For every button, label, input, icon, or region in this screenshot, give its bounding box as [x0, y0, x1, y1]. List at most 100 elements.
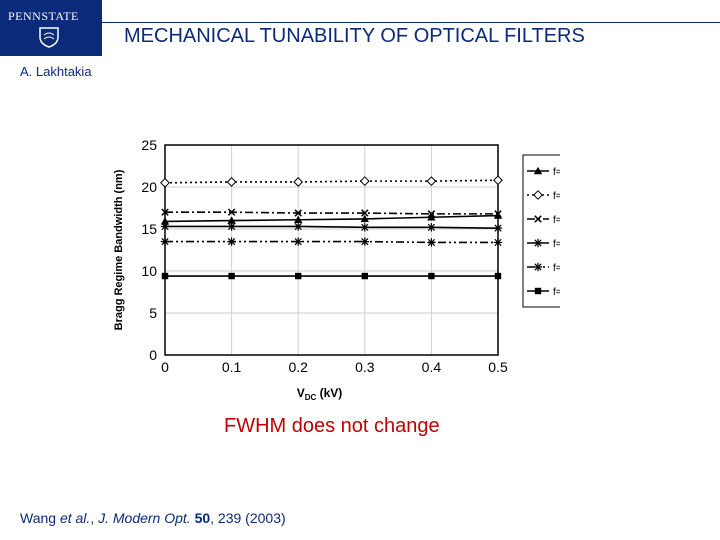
legend-label: f=0.80	[553, 287, 560, 298]
x-axis-label-unit: (kV)	[316, 386, 342, 400]
legend-label: f=0.60	[553, 215, 560, 226]
series-line	[165, 225, 499, 229]
series-line	[164, 179, 499, 184]
logo-text: PENNSTATE	[8, 9, 79, 23]
data-point	[426, 176, 437, 187]
data-point	[294, 209, 302, 217]
data-point	[533, 166, 543, 175]
data-point	[227, 208, 236, 216]
data-point	[361, 272, 368, 280]
data-point	[228, 272, 235, 280]
data-point	[534, 215, 542, 223]
y-axis-label: Bragg Regime Bandwidth (nm)	[113, 169, 125, 330]
bandwidth-chart: 0 5 10 15 20 25 0 0.1 0.2 0.3 0.4 0.5 Bragg Regime…	[113, 137, 560, 402]
data-point	[533, 262, 543, 272]
author-name: A. Lakhtakia	[20, 64, 92, 79]
series-f=0.80	[161, 272, 502, 280]
series-line	[164, 214, 499, 223]
data-point	[427, 213, 436, 221]
y-tick-labels: 0 5 10 15 20 25	[141, 137, 157, 363]
citation-etal: et al.	[59, 510, 91, 526]
series-f=0.65	[160, 222, 503, 233]
data-point	[533, 190, 543, 200]
data-point	[160, 222, 170, 231]
x-axis-label: VDC (kV)	[297, 386, 343, 402]
series-f=0.40	[160, 175, 503, 188]
data-point	[493, 175, 503, 186]
citation-separator: ,	[90, 510, 99, 526]
y-tick-label: 20	[141, 179, 157, 195]
data-point	[494, 210, 502, 218]
slide-title: MECHANICAL TUNABILITY OF OPTICAL FILTERS	[124, 25, 585, 47]
data-point	[160, 217, 170, 225]
data-point	[160, 237, 170, 246]
plot-frame	[164, 144, 499, 356]
chart-grid	[164, 144, 499, 356]
data-point	[294, 222, 303, 231]
data-point	[493, 238, 503, 247]
legend-label: f=0.40	[553, 191, 560, 202]
data-point	[428, 272, 435, 280]
x-axis-label-sub: DC	[305, 393, 317, 402]
data-point	[427, 210, 436, 218]
data-point	[534, 287, 542, 295]
series-f=0.20	[160, 211, 503, 225]
data-point	[227, 222, 236, 231]
legend-item	[527, 215, 549, 223]
data-point	[361, 209, 369, 217]
data-point	[226, 177, 237, 187]
citation-volume: 50	[194, 510, 211, 526]
data-point	[360, 237, 369, 246]
shield-icon	[39, 27, 59, 48]
data-point	[293, 177, 304, 187]
header-rule	[102, 22, 720, 23]
data-point	[227, 216, 236, 224]
data-point	[360, 214, 369, 223]
legend-label: f=0.20	[553, 167, 560, 178]
citation-journal: J. Modern Opt.	[98, 510, 191, 526]
data-point	[359, 176, 370, 187]
data-point	[161, 208, 169, 216]
series-f=0.60	[161, 208, 502, 218]
x-tick-label: 0.1	[222, 359, 242, 375]
data-point	[494, 272, 502, 280]
x-tick-label: 0.2	[288, 359, 308, 375]
data-point	[493, 223, 503, 233]
x-tick-label: 0	[161, 359, 169, 375]
legend-frame	[522, 154, 560, 308]
y-tick-label: 15	[141, 221, 157, 237]
series-layer	[160, 175, 503, 280]
data-point	[533, 238, 543, 248]
caption: FWHM does not change	[224, 415, 440, 437]
pennstate-logo: PENNSTATE	[0, 0, 102, 56]
legend-item	[527, 190, 549, 200]
x-tick-label: 0.4	[422, 359, 442, 375]
series-line	[165, 240, 498, 244]
legend-item	[527, 262, 549, 272]
legend: f=0.20 f=0.40 f=0.60 f=0.65 f=0.70 f=0.80	[527, 166, 560, 298]
x-tick-label: 0.3	[355, 359, 375, 375]
legend-item	[527, 238, 549, 248]
y-tick-label: 5	[149, 305, 157, 321]
series-f=0.70	[160, 237, 503, 247]
x-axis-label-main: V	[297, 386, 305, 400]
y-tick-label: 0	[149, 347, 157, 363]
legend-item	[527, 166, 549, 175]
data-point	[294, 237, 303, 246]
citation-rest: , 239 (2003)	[210, 510, 286, 526]
y-tick-label: 25	[141, 137, 157, 153]
data-point	[227, 237, 236, 246]
data-point	[427, 223, 436, 232]
data-point	[360, 223, 369, 232]
citation-authors: Wang	[20, 510, 60, 526]
data-point	[160, 177, 170, 188]
data-point	[427, 238, 436, 247]
series-line	[165, 211, 498, 215]
legend-label: f=0.70	[553, 263, 560, 274]
legend-item	[527, 287, 549, 295]
y-tick-label: 10	[141, 263, 157, 279]
data-point	[295, 272, 302, 280]
legend-label: f=0.65	[553, 239, 560, 250]
x-tick-labels: 0 0.1 0.2 0.3 0.4 0.5	[161, 359, 508, 375]
x-tick-label: 0.5	[488, 359, 508, 375]
